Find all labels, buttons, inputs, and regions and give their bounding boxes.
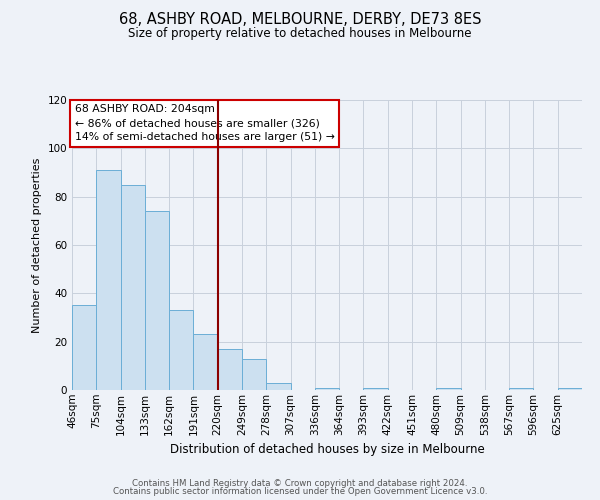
Bar xyxy=(72,306,96,390)
Bar xyxy=(315,388,339,390)
Bar xyxy=(169,310,193,390)
Text: 68, ASHBY ROAD, MELBOURNE, DERBY, DE73 8ES: 68, ASHBY ROAD, MELBOURNE, DERBY, DE73 8… xyxy=(119,12,481,28)
Bar xyxy=(436,388,461,390)
Text: Contains public sector information licensed under the Open Government Licence v3: Contains public sector information licen… xyxy=(113,487,487,496)
Bar xyxy=(96,170,121,390)
Y-axis label: Number of detached properties: Number of detached properties xyxy=(32,158,42,332)
Bar xyxy=(193,334,218,390)
X-axis label: Distribution of detached houses by size in Melbourne: Distribution of detached houses by size … xyxy=(170,443,484,456)
Bar xyxy=(266,383,290,390)
Bar xyxy=(558,388,582,390)
Text: Contains HM Land Registry data © Crown copyright and database right 2024.: Contains HM Land Registry data © Crown c… xyxy=(132,478,468,488)
Bar xyxy=(121,184,145,390)
Bar xyxy=(242,358,266,390)
Bar xyxy=(218,349,242,390)
Text: 68 ASHBY ROAD: 204sqm
← 86% of detached houses are smaller (326)
14% of semi-det: 68 ASHBY ROAD: 204sqm ← 86% of detached … xyxy=(74,104,334,142)
Bar xyxy=(145,211,169,390)
Bar xyxy=(509,388,533,390)
Bar xyxy=(364,388,388,390)
Text: Size of property relative to detached houses in Melbourne: Size of property relative to detached ho… xyxy=(128,28,472,40)
